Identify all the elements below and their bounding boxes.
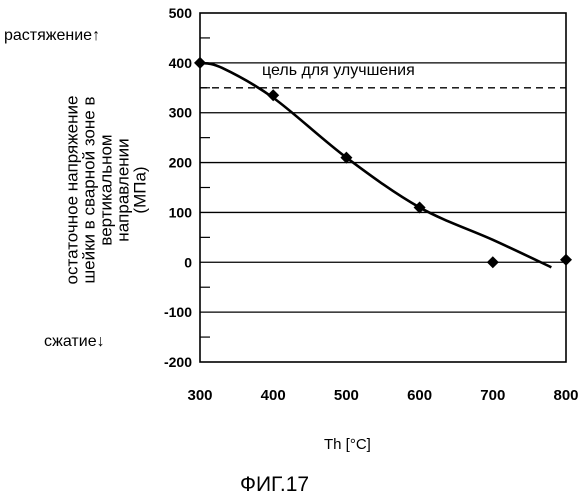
y-axis-label-line: шейки в сварной зоне в <box>81 96 98 285</box>
y-tick-label: 200 <box>169 155 193 171</box>
trend-curve <box>200 63 551 267</box>
x-tick-label: 700 <box>480 387 505 404</box>
y-tick-label: -200 <box>164 354 192 370</box>
data-point <box>194 57 206 69</box>
y-tick-label: -100 <box>164 304 192 320</box>
data-point <box>414 201 426 213</box>
data-point <box>560 254 572 266</box>
x-tick-label: 800 <box>553 387 578 404</box>
y-axis-label-line: направлении <box>115 96 132 285</box>
x-tick-label: 400 <box>261 387 286 404</box>
figure-caption: ФИГ.17 <box>240 473 309 497</box>
x-axis-label: Th [°C] <box>324 436 371 453</box>
y-tick-label: 100 <box>169 204 193 220</box>
x-tick-label: 500 <box>334 387 359 404</box>
target-line-label: цель для улучшения <box>262 62 415 80</box>
y-axis-label-line: остаточное напряжение <box>64 96 81 285</box>
data-point <box>487 256 499 268</box>
y-axis-label-line: вертикальном <box>98 96 115 285</box>
y-tick-label: 500 <box>169 5 193 21</box>
y-tick-label: 300 <box>169 105 193 121</box>
x-tick-label: 600 <box>407 387 432 404</box>
y-axis-label-line: (МПа) <box>132 96 149 285</box>
tension-annotation: растяжение↑ <box>4 27 100 45</box>
x-tick-label: 300 <box>187 387 212 404</box>
y-tick-label: 400 <box>169 55 193 71</box>
y-axis-label: остаточное напряжение шейки в сварной зо… <box>64 96 149 285</box>
y-tick-label: 0 <box>184 254 192 270</box>
compression-annotation: сжатие↓ <box>44 333 105 351</box>
